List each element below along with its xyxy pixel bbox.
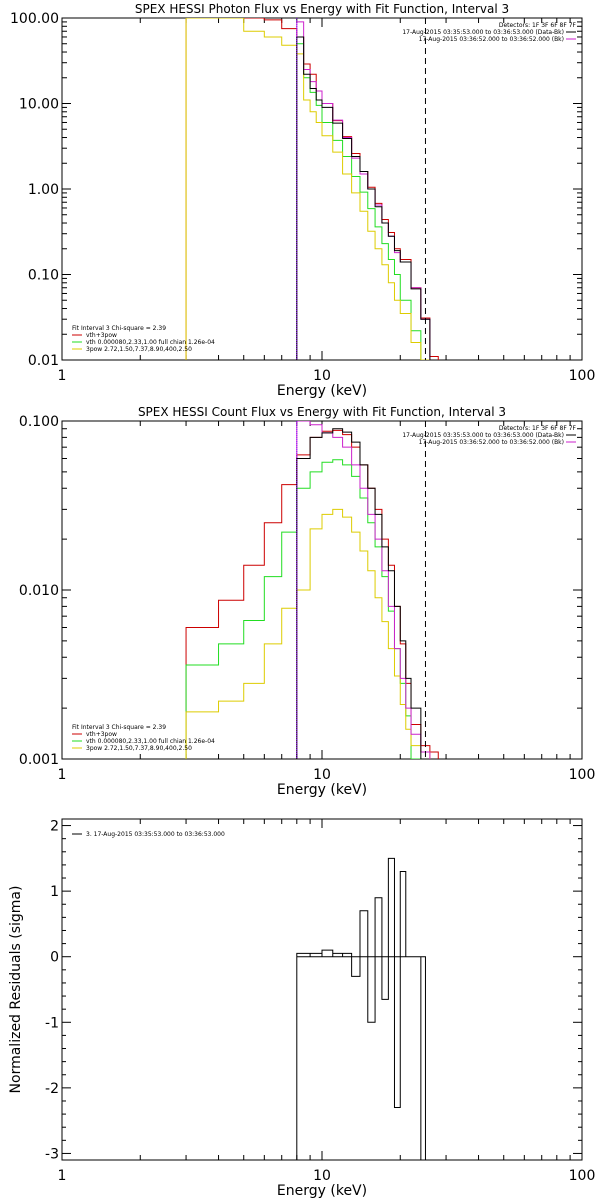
x-tick-label: 10 xyxy=(313,368,331,384)
series-line xyxy=(296,36,431,360)
x-tick-label: 1 xyxy=(58,368,67,384)
x-axis-label: Energy (keV) xyxy=(277,383,367,399)
x-tick-label: 1 xyxy=(58,767,67,783)
series-group xyxy=(296,857,426,1160)
series-line xyxy=(296,428,422,759)
plot-frame xyxy=(61,818,583,1161)
legend-label: 3pow 2.72,1.50,7.37,8.90,400,2.50 xyxy=(86,745,192,752)
y-tick-label: -1 xyxy=(45,1015,59,1031)
y-tick-label: 0.100 xyxy=(19,414,59,430)
series-line xyxy=(296,857,426,1160)
chart-title: SPEX HESSI Photon Flux vs Energy with Fi… xyxy=(135,2,509,16)
legend-label: 17-Aug-2015 03:36:52.000 to 03:36:52.000… xyxy=(419,439,564,446)
y-tick-label: 10.00 xyxy=(19,97,59,113)
series-line xyxy=(185,459,421,759)
y-tick-label: 100.00 xyxy=(10,11,59,27)
y-tick-label: 0 xyxy=(50,950,59,966)
plot-frame xyxy=(61,17,583,361)
y-tick-label: -3 xyxy=(45,1146,59,1162)
x-tick-label: 100 xyxy=(569,767,596,783)
legend-label: vth 0.000080,2.33,1.00 full chian 1.26e-… xyxy=(86,339,215,346)
series-line xyxy=(185,508,431,759)
legend-label: 3. 17-Aug-2015 03:35:53.000 to 03:36:53.… xyxy=(86,831,225,838)
series-line xyxy=(185,18,430,360)
x-tick-label: 100 xyxy=(569,1168,596,1184)
legend-label: Fit Interval 3 Chi-square = 2.39 xyxy=(72,724,166,731)
y-tick-label: -2 xyxy=(45,1081,59,1097)
series-line xyxy=(296,21,431,360)
series-line xyxy=(185,429,439,759)
legend-label: 17-Aug-2015 03:35:53.000 to 03:36:53.000… xyxy=(402,432,564,439)
legend-label: vth+3pow xyxy=(86,332,117,339)
legend-label: vth+3pow xyxy=(86,731,117,738)
legend-label: 17-Aug-2015 03:35:53.000 to 03:36:53.000… xyxy=(402,29,564,36)
count-flux-panel: SPEX HESSI Count Flux vs Energy with Fit… xyxy=(19,405,595,798)
y-tick-label: 0.01 xyxy=(28,353,59,369)
x-tick-label: 10 xyxy=(313,1168,331,1184)
x-tick-label: 1 xyxy=(58,1168,67,1184)
y-axis-label: Normalized Residuals (sigma) xyxy=(8,886,24,1094)
photon-flux-panel: SPEX HESSI Photon Flux vs Energy with Fi… xyxy=(10,2,595,399)
y-tick-label: 0.001 xyxy=(19,752,59,768)
legend-label: Detectors: 1F 3F 6F 8F 7F xyxy=(499,425,577,432)
x-tick-label: 10 xyxy=(313,767,331,783)
series-group xyxy=(185,18,439,360)
y-tick-label: 2 xyxy=(50,819,59,835)
y-tick-label: 1 xyxy=(50,884,59,900)
legend-label: 17-Aug-2015 03:36:52.000 to 03:36:52.000… xyxy=(419,36,564,43)
x-axis-label: Energy (keV) xyxy=(277,1183,367,1199)
legend-label: vth 0.000080,2.33,1.00 full chian 1.26e-… xyxy=(86,738,215,745)
legend-label: 3pow 2.72,1.50,7.37,8.90,400,2.50 xyxy=(86,346,192,353)
residuals-panel: 1 10 100 -3 -2 -1 0 1 2 Energy (keV) Normalized Re… xyxy=(8,818,596,1199)
y-tick-label: 0.10 xyxy=(28,268,59,284)
chart-title: SPEX HESSI Count Flux vs Energy with Fit… xyxy=(138,405,506,419)
series-line xyxy=(296,43,430,360)
legend-label: Fit Interval 3 Chi-square = 2.39 xyxy=(72,325,166,332)
legend-label: Detectors: 1F 3F 6F 8F 7F xyxy=(499,22,577,29)
series-group xyxy=(185,421,439,759)
x-tick-label: 100 xyxy=(569,368,596,384)
y-tick-label: 1.00 xyxy=(28,182,59,198)
x-axis-label: Energy (keV) xyxy=(277,782,367,798)
y-tick-label: 0.010 xyxy=(19,583,59,599)
